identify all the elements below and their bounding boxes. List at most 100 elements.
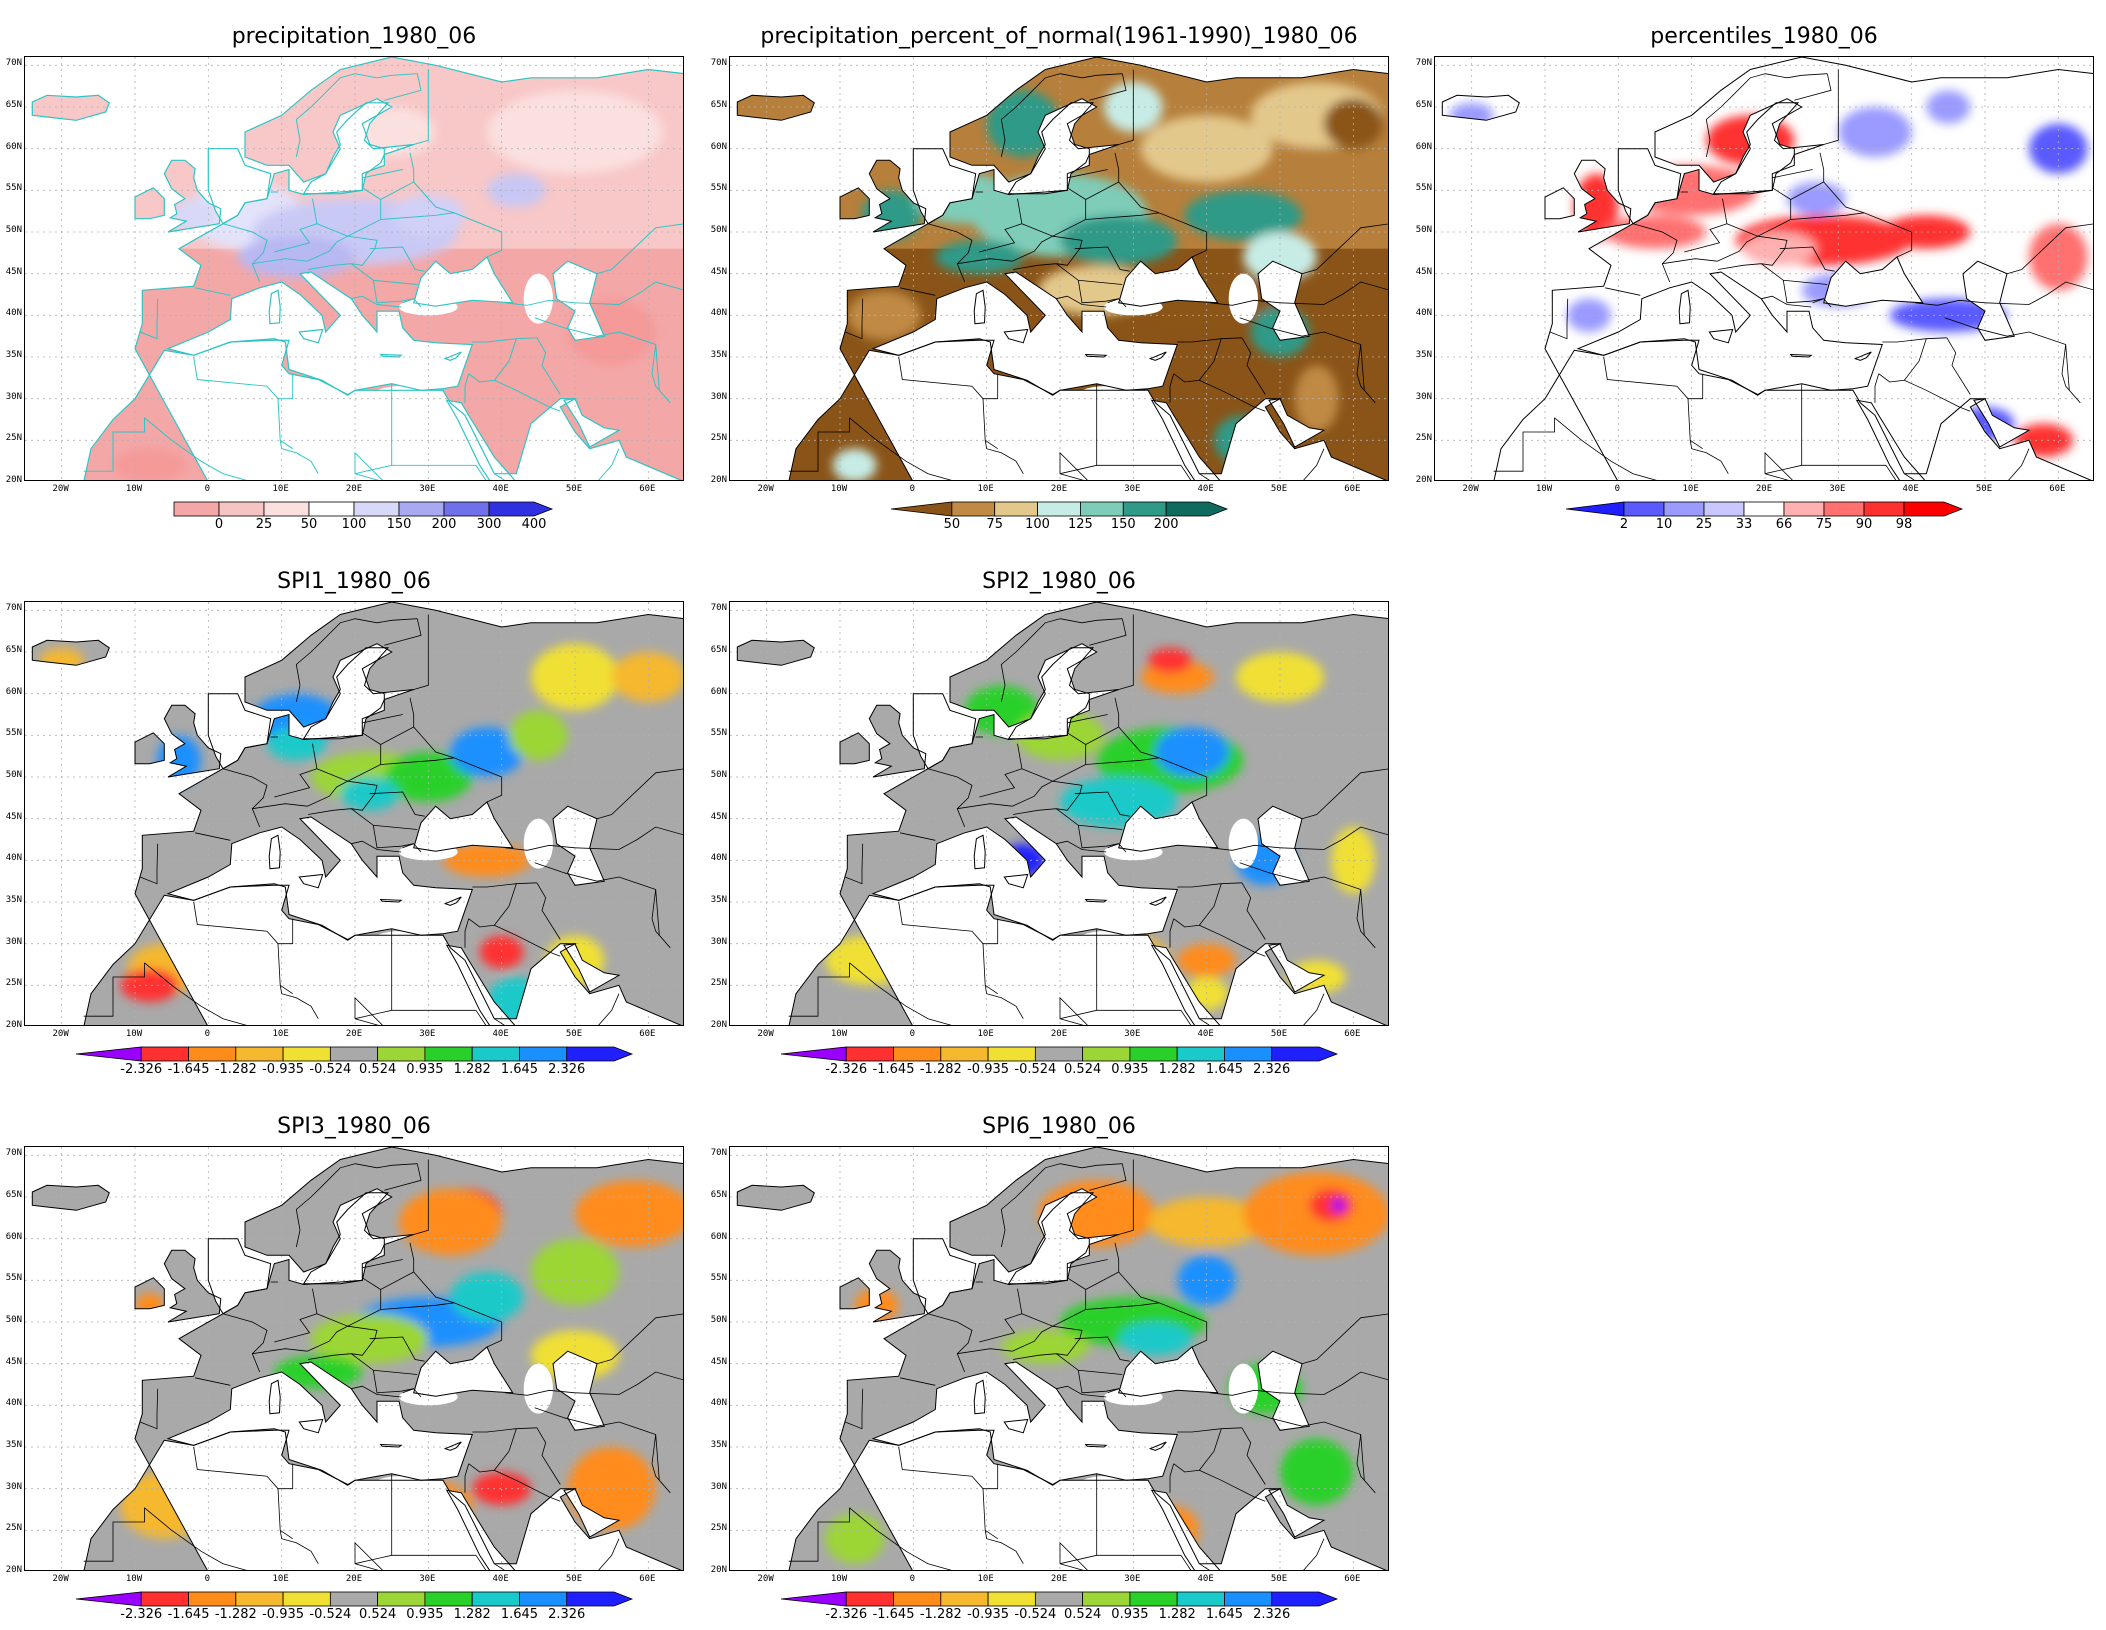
lon-tick-label: 10W bbox=[125, 484, 143, 494]
lat-tick-label: 65N bbox=[5, 100, 22, 110]
colorbar-tick-label: 1.282 bbox=[1158, 1607, 1196, 1622]
colorbar-arrow-left bbox=[75, 1046, 142, 1062]
lat-tick-label: 45N bbox=[710, 811, 727, 822]
lon-tick-label: 40E bbox=[1197, 484, 1214, 494]
colorbar bbox=[1565, 501, 1964, 517]
colorbar bbox=[780, 1046, 1339, 1062]
lon-tick-label: 40E bbox=[1197, 1029, 1214, 1039]
field-blob bbox=[1331, 1198, 1346, 1212]
lat-tick-label: 40N bbox=[710, 853, 727, 864]
colorbar-segment bbox=[377, 1046, 426, 1062]
country-borders bbox=[1493, 69, 2093, 480]
lat-tick-label: 30N bbox=[710, 1481, 727, 1492]
field-blob bbox=[2029, 223, 2088, 291]
country-borders bbox=[788, 614, 1388, 1025]
lat-tick-label: 25N bbox=[710, 433, 727, 444]
colorbar-segment bbox=[1823, 501, 1865, 517]
lat-tick-label: 45N bbox=[710, 266, 727, 277]
lon-tick-label: 20W bbox=[52, 1574, 69, 1584]
colorbar-segment bbox=[1743, 501, 1785, 517]
sea-area bbox=[1151, 400, 1220, 480]
colorbar-segment bbox=[424, 1591, 473, 1607]
lon-tick-label: 30E bbox=[419, 1574, 436, 1584]
lat-tick-label: 65N bbox=[5, 1190, 22, 1200]
colorbar-tick-label: 0.935 bbox=[1111, 1607, 1149, 1622]
lon-tick-label: 10E bbox=[977, 1029, 994, 1039]
colorbar bbox=[890, 501, 1229, 517]
lon-tick-label: 20E bbox=[1755, 484, 1773, 494]
lat-tick-label: 70N bbox=[710, 603, 727, 614]
coastlines bbox=[1441, 57, 2093, 480]
country-borders bbox=[83, 1159, 683, 1570]
colorbar-arrow-left bbox=[890, 501, 953, 517]
colorbar-segment bbox=[235, 1591, 284, 1607]
lat-tick-label: 45N bbox=[5, 811, 22, 822]
colorbar bbox=[75, 1046, 634, 1062]
field-blob bbox=[399, 1188, 502, 1256]
colorbar-tick-label: 1.645 bbox=[1205, 1062, 1244, 1077]
colorbar-segment bbox=[845, 1046, 894, 1062]
sea-area bbox=[1713, 102, 1824, 194]
colorbar-tick-label: 1.645 bbox=[1205, 1607, 1244, 1622]
lat-tick-label: 35N bbox=[5, 895, 22, 905]
map-canvas bbox=[1435, 57, 2093, 480]
sea-area bbox=[1856, 400, 1925, 480]
colorbar-tick-label: 1.645 bbox=[500, 1062, 539, 1077]
colorbar-tick-label: -1.645 bbox=[872, 1607, 915, 1622]
lat-tick-label: 20N bbox=[1415, 475, 1432, 485]
map-canvas bbox=[25, 57, 683, 480]
field-blob bbox=[1280, 1438, 1354, 1506]
field-blob bbox=[1309, 1188, 1354, 1222]
field-blob bbox=[113, 448, 187, 480]
field-blob bbox=[1148, 1197, 1266, 1247]
lon-tick-label: 0 bbox=[204, 1029, 211, 1039]
lat-tick-label: 55N bbox=[710, 1273, 727, 1284]
sea-area bbox=[1008, 1192, 1119, 1284]
lon-tick-label: 60E bbox=[1344, 1574, 1361, 1584]
colorbar-segment bbox=[282, 1591, 331, 1607]
lon-tick-label: 60E bbox=[639, 1574, 656, 1584]
field-blob bbox=[1787, 182, 1846, 216]
lat-tick-label: 20N bbox=[5, 1020, 22, 1030]
field-blob bbox=[1030, 1497, 1119, 1547]
colorbar-segment bbox=[173, 501, 220, 517]
field-blob bbox=[825, 935, 914, 986]
lon-tick-label: 20W bbox=[52, 1029, 69, 1039]
lat-tick-label: 20N bbox=[5, 475, 22, 485]
colorbar-tick-label: 10 bbox=[1655, 517, 1673, 532]
colorbar-segment bbox=[1034, 1046, 1084, 1062]
colorbar-tick-label: -1.282 bbox=[919, 1062, 962, 1077]
sea-area bbox=[913, 693, 976, 769]
sea-area bbox=[1258, 806, 1310, 886]
sea-area bbox=[1269, 1488, 1324, 1537]
lon-tick-label: 50E bbox=[565, 1574, 583, 1584]
field-blob bbox=[237, 236, 355, 278]
sea-area bbox=[303, 1192, 414, 1284]
lat-tick-label: 40N bbox=[5, 853, 22, 864]
colorbar-tick-label: -0.935 bbox=[967, 1062, 1010, 1077]
colorbar-segment bbox=[1082, 1591, 1131, 1607]
coastlines bbox=[736, 57, 1388, 480]
colorbar-tick-label: 25 bbox=[255, 517, 273, 532]
field-blob bbox=[135, 1292, 165, 1318]
colorbar-tick-label: 0.524 bbox=[359, 1607, 397, 1622]
sea-area bbox=[1118, 802, 1218, 852]
lat-tick-label: 55N bbox=[710, 183, 727, 194]
lat-tick-label: 70N bbox=[710, 1148, 727, 1159]
colorbar-segment bbox=[1863, 501, 1905, 517]
field-blob bbox=[1567, 298, 1611, 332]
lat-tick-label: 65N bbox=[710, 645, 727, 655]
map-grid bbox=[730, 602, 1388, 1025]
colorbar-segment bbox=[140, 1591, 189, 1607]
colorbar-arrow-left bbox=[780, 1591, 847, 1607]
lon-tick-label: 50E bbox=[1270, 1574, 1288, 1584]
map-frame bbox=[24, 1146, 684, 1571]
lon-tick-label: 10W bbox=[125, 1029, 143, 1039]
lat-tick-label: 25N bbox=[5, 978, 22, 989]
map-grid bbox=[25, 1147, 683, 1570]
colorbar-segment bbox=[443, 501, 490, 517]
lon-tick-label: 20W bbox=[757, 1029, 774, 1039]
colorbar-arrow-right bbox=[566, 1046, 634, 1062]
panel-title: percentiles_1980_06 bbox=[1650, 24, 1878, 49]
colorbar-tick-label: -0.524 bbox=[1014, 1607, 1057, 1622]
